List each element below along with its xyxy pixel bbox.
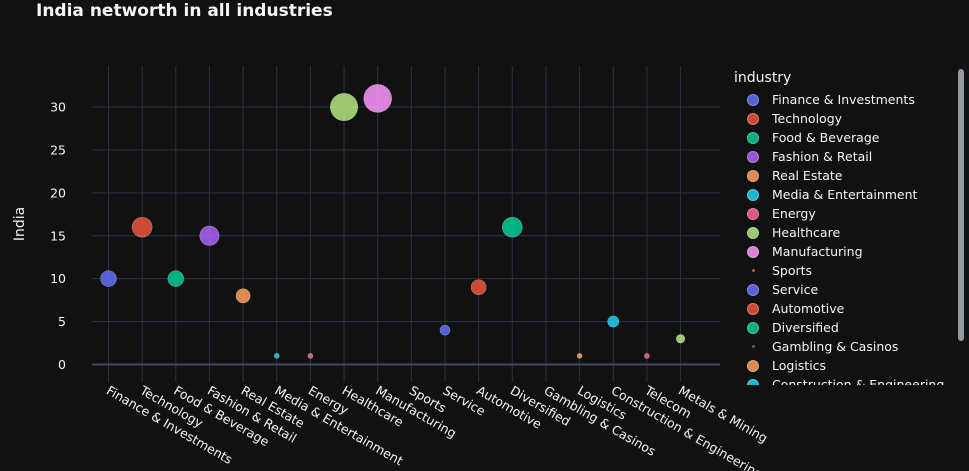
legend-item[interactable]: Energy xyxy=(734,204,960,223)
legend-item-label: Technology xyxy=(772,111,843,126)
y-tick-label: 30 xyxy=(50,100,66,115)
legend-items: Finance & Investments Technology Food & Be… xyxy=(734,90,960,385)
legend-item-label: Sports xyxy=(772,263,813,278)
legend-item-label: Energy xyxy=(772,206,816,221)
grid-lines xyxy=(92,66,720,382)
data-point[interactable] xyxy=(675,334,686,344)
y-axis-title: India xyxy=(12,207,28,241)
legend-marker-icon xyxy=(746,112,760,126)
y-tick-label: 10 xyxy=(50,271,66,286)
data-point[interactable] xyxy=(167,270,185,287)
legend-item-label: Fashion & Retail xyxy=(772,149,873,164)
y-tick-label: 20 xyxy=(50,185,66,200)
legend-item[interactable]: Sports xyxy=(734,261,960,280)
data-point[interactable] xyxy=(607,315,620,328)
data-point[interactable] xyxy=(439,324,451,336)
legend-item[interactable]: Technology xyxy=(734,109,960,128)
legend-item-label: Real Estate xyxy=(772,168,843,183)
legend-item-label: Manufacturing xyxy=(772,244,863,259)
y-tick-label: 15 xyxy=(50,228,66,243)
y-tick-label: 0 xyxy=(58,357,66,372)
legend-item[interactable]: Automotive xyxy=(734,299,960,318)
legend-marker-icon xyxy=(746,302,760,316)
legend-item[interactable]: Real Estate xyxy=(734,166,960,185)
data-point[interactable] xyxy=(307,353,314,359)
legend-item-label: Service xyxy=(772,282,819,297)
legend-item[interactable]: Manufacturing xyxy=(734,242,960,261)
legend-marker-icon xyxy=(746,283,760,297)
legend-marker-icon xyxy=(746,264,760,278)
data-point[interactable] xyxy=(199,225,220,246)
legend-item[interactable]: Food & Beverage xyxy=(734,128,960,147)
legend-marker-icon xyxy=(746,207,760,221)
y-tick-label: 5 xyxy=(58,314,66,329)
legend-title: industry xyxy=(734,70,792,86)
y-tick-labels: 0 5 10 15 20 25 30 xyxy=(50,100,66,372)
legend-marker-icon xyxy=(746,93,760,107)
legend-item-label: Logistics xyxy=(772,358,827,373)
legend-item[interactable]: Media & Entertainment xyxy=(734,185,960,204)
legend-item-label: Finance & Investments xyxy=(772,92,915,107)
data-point[interactable] xyxy=(235,288,251,304)
legend-marker-icon xyxy=(746,340,760,354)
legend-marker-icon xyxy=(746,226,760,240)
legend-item[interactable]: Diversified xyxy=(734,318,960,337)
data-point[interactable] xyxy=(363,84,393,113)
legend-item-label: Gambling & Casinos xyxy=(772,339,899,354)
chart-title: India networth in all industries xyxy=(36,1,333,21)
legend-item[interactable]: Gambling & Casinos xyxy=(734,337,960,356)
legend-marker-icon xyxy=(746,245,760,259)
legend-marker-icon xyxy=(746,378,760,385)
data-point[interactable] xyxy=(329,92,359,122)
data-markers xyxy=(100,84,686,359)
legend-item-label: Food & Beverage xyxy=(772,130,880,145)
data-point[interactable] xyxy=(644,353,650,359)
legend-item[interactable]: Finance & Investments xyxy=(734,90,960,109)
legend-marker-icon xyxy=(746,169,760,183)
legend-item[interactable]: Fashion & Retail xyxy=(734,147,960,166)
legend-item[interactable]: Construction & Engineering xyxy=(734,375,960,385)
legend-item-label: Automotive xyxy=(772,301,845,316)
legend-scrollbar[interactable] xyxy=(958,69,964,341)
legend-marker-icon xyxy=(746,131,760,145)
legend-marker-icon xyxy=(746,150,760,164)
legend-item-label: Media & Entertainment xyxy=(772,187,918,202)
legend-item[interactable]: Service xyxy=(734,280,960,299)
y-tick-label: 25 xyxy=(50,142,66,157)
legend-marker-icon xyxy=(746,321,760,335)
data-point[interactable] xyxy=(100,270,117,287)
legend-item[interactable]: Logistics xyxy=(734,356,960,375)
legend-item-label: Diversified xyxy=(772,320,839,335)
legend-item[interactable]: Healthcare xyxy=(734,223,960,242)
legend-item-label: Healthcare xyxy=(772,225,841,240)
data-point[interactable] xyxy=(131,216,153,238)
legend-item-label: Construction & Engineering xyxy=(772,377,945,385)
data-point[interactable] xyxy=(501,216,523,238)
data-point[interactable] xyxy=(576,353,583,359)
data-point[interactable] xyxy=(470,279,487,296)
data-point[interactable] xyxy=(273,353,280,359)
legend-marker-icon xyxy=(746,359,760,373)
legend-marker-icon xyxy=(746,188,760,202)
legend[interactable]: industry Finance & Investments Technology… xyxy=(734,69,960,385)
